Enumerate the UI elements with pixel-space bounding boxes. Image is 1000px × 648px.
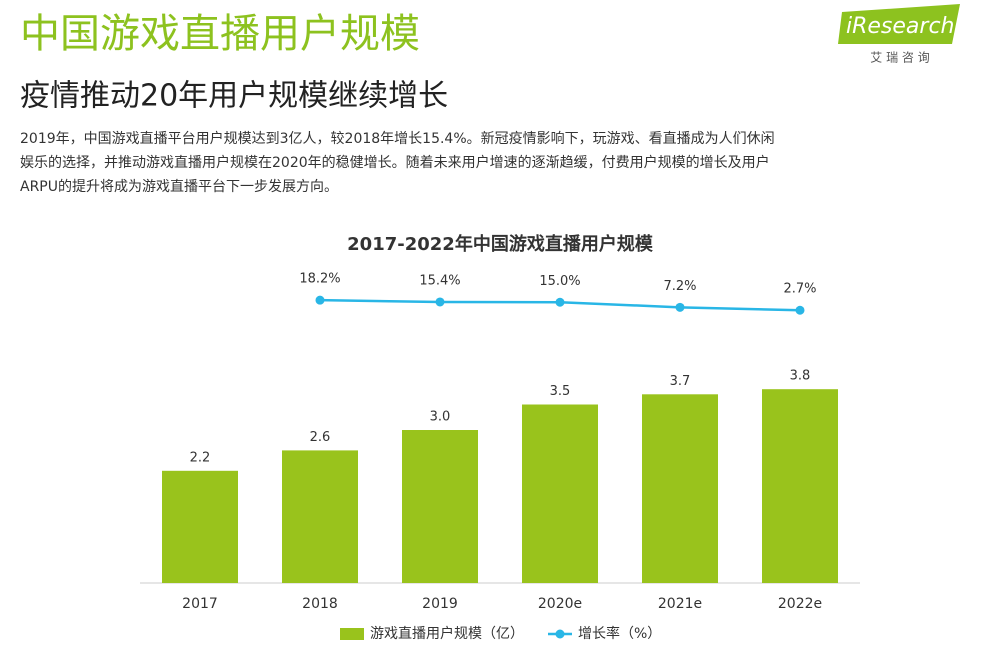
data-label: 3.7	[670, 374, 691, 389]
line-point	[435, 297, 445, 307]
x-tick-label: 2019	[422, 596, 458, 612]
line-point	[555, 297, 565, 307]
legend-swatch	[555, 629, 565, 639]
page-subtitle: 疫情推动20年用户规模继续增长	[20, 79, 448, 114]
data-label: 3.0	[430, 410, 451, 425]
bar	[402, 430, 478, 583]
legend-label: 游戏直播用户规模（亿）	[370, 625, 524, 642]
x-tick-label: 2021e	[658, 596, 702, 612]
x-tick-label: 2018	[302, 596, 338, 612]
bar	[522, 404, 598, 583]
paragraph-line: 娱乐的选择，并推动游戏直播用户规模在2020年的稳健增长。随着未来用户增速的逐渐…	[20, 154, 770, 171]
legend-swatch	[340, 628, 364, 640]
logo-sub: 艾 瑞 咨 询	[870, 50, 929, 65]
x-tick-label: 2017	[182, 596, 218, 612]
data-label: 3.5	[550, 384, 571, 399]
logo-shape	[838, 4, 960, 44]
bar	[762, 389, 838, 583]
legend-label: 增长率（%）	[578, 625, 661, 642]
x-tick-label: 2022e	[778, 596, 822, 612]
data-label: 2.2	[190, 450, 211, 465]
paragraph-line: 2019年，中国游戏直播平台用户规模达到3亿人，较2018年增长15.4%。新冠…	[20, 130, 775, 147]
logo: iResearch	[846, 14, 955, 39]
line-point	[315, 295, 325, 305]
bar	[282, 450, 358, 583]
page-title: 中国游戏直播用户规模	[20, 11, 420, 57]
data-label: 2.6	[310, 430, 331, 445]
data-label: 18.2%	[299, 272, 340, 287]
data-label: 15.0%	[539, 274, 580, 289]
chart-title: 2017-2022年中国游戏直播用户规模	[347, 233, 654, 255]
data-label: 3.8	[790, 369, 811, 384]
bar	[162, 470, 238, 583]
line-point	[675, 302, 685, 312]
bar	[642, 394, 718, 583]
data-label: 7.2%	[663, 279, 696, 294]
line-point	[795, 305, 805, 315]
paragraph-line: ARPU的提升将成为游戏直播平台下一步发展方向。	[20, 178, 338, 195]
data-label: 15.4%	[419, 273, 460, 288]
data-label: 2.7%	[783, 282, 816, 297]
x-tick-label: 2020e	[538, 596, 582, 612]
